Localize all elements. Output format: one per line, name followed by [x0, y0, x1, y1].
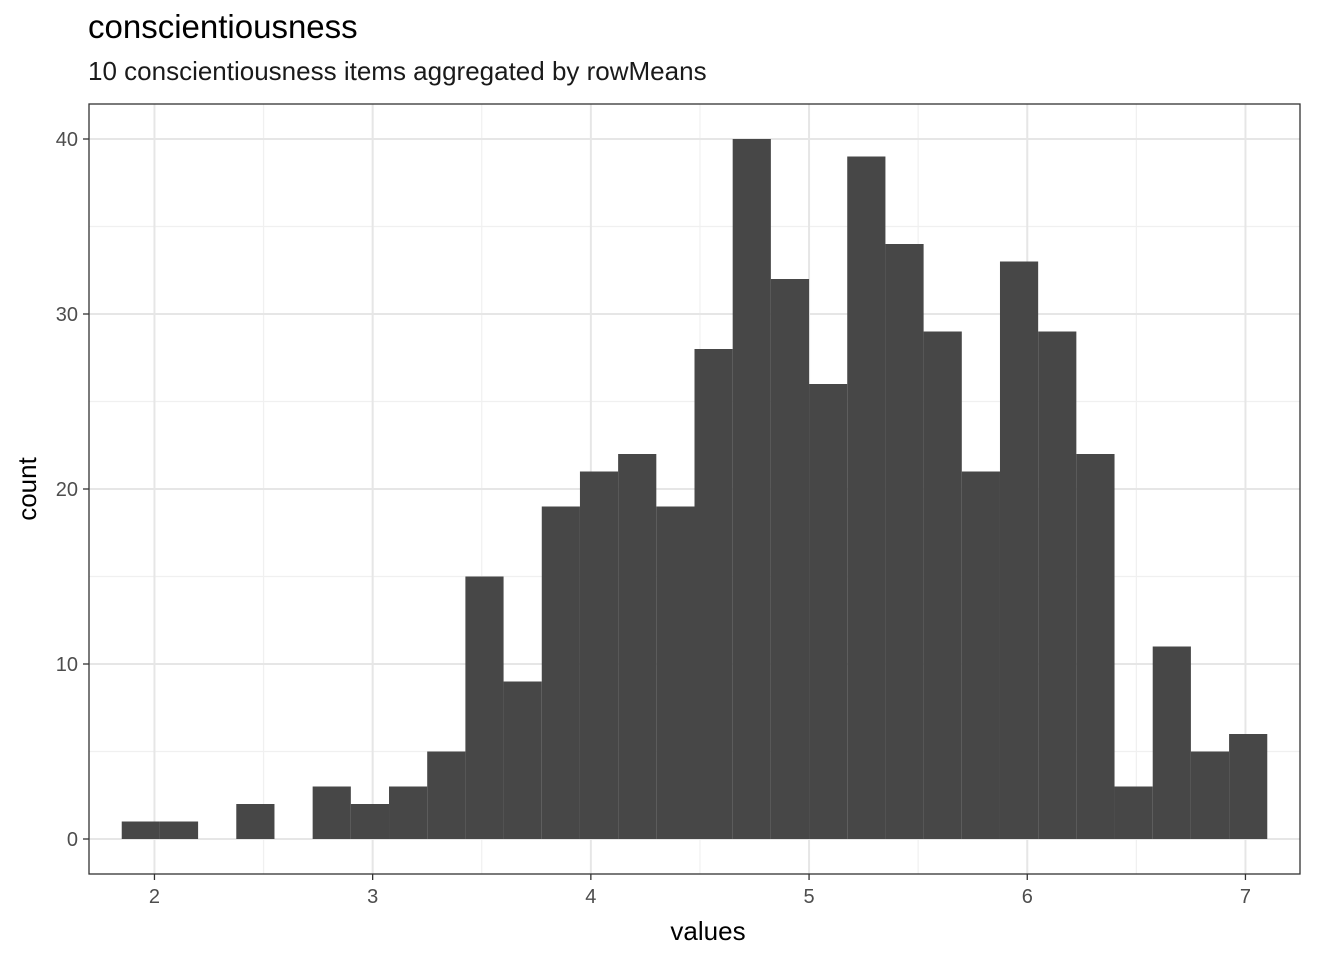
- x-tick-label: 6: [1022, 886, 1033, 908]
- y-tick-label: 10: [56, 654, 78, 676]
- histogram-bar: [923, 331, 962, 839]
- y-axis-title: count: [12, 456, 42, 520]
- histogram-bar: [694, 349, 733, 839]
- x-tick-label: 5: [803, 886, 814, 908]
- histogram-bar: [1190, 751, 1230, 839]
- x-axis-title: values: [670, 916, 745, 946]
- histogram-bar: [847, 156, 886, 839]
- y-tick-label: 20: [56, 479, 78, 501]
- histogram-bar: [770, 279, 810, 839]
- histogram-bar: [465, 576, 504, 839]
- histogram-bar: [312, 786, 351, 839]
- x-tick-label: 3: [367, 886, 378, 908]
- x-tick-label: 7: [1240, 886, 1251, 908]
- histogram-bar: [656, 506, 695, 839]
- histogram-bar: [1076, 454, 1115, 839]
- x-tick-label: 4: [585, 886, 596, 908]
- histogram-bar: [350, 804, 390, 839]
- histogram-bars: [121, 139, 1268, 839]
- histogram-bar: [1038, 331, 1077, 839]
- histogram-bar: [579, 471, 619, 839]
- histogram-bar: [885, 244, 924, 839]
- histogram-bar: [809, 384, 848, 839]
- histogram-bar: [389, 786, 428, 839]
- histogram-bar: [159, 821, 199, 839]
- y-tick-label: 0: [67, 829, 78, 851]
- chart-title: conscientiousness: [88, 8, 358, 45]
- x-axis: 2 3 4 5 6 7: [149, 874, 1251, 908]
- histogram-bar: [618, 454, 657, 839]
- y-axis: 0 10 20 30 40: [56, 129, 89, 851]
- histogram-bar: [541, 506, 580, 839]
- histogram-bar: [961, 471, 1000, 839]
- histogram-bar: [732, 139, 771, 839]
- histogram-bar: [503, 681, 542, 839]
- histogram-bar: [999, 261, 1039, 839]
- histogram-bar: [121, 821, 160, 839]
- y-tick-label: 30: [56, 304, 78, 326]
- histogram-bar: [1114, 786, 1153, 839]
- x-tick-label: 2: [149, 886, 160, 908]
- histogram-bar: [1229, 734, 1268, 839]
- histogram-bar: [236, 804, 275, 839]
- histogram-bar: [1152, 646, 1191, 839]
- chart-subtitle: 10 conscientiousness items aggregated by…: [88, 56, 707, 86]
- y-tick-label: 40: [56, 129, 78, 151]
- histogram-bar: [427, 751, 466, 839]
